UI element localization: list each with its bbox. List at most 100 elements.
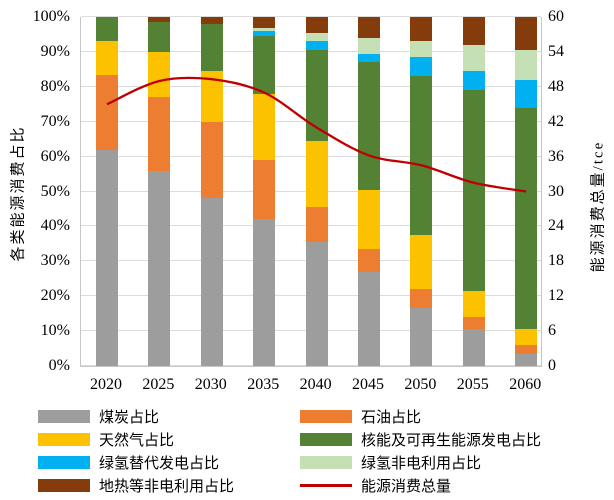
total-consumption-line	[106, 76, 527, 193]
bar-segment	[253, 30, 276, 37]
bar-segment	[200, 71, 223, 122]
bar-segment	[253, 17, 276, 28]
bar-segment	[515, 107, 538, 330]
bar-segment	[358, 249, 380, 272]
right-axis-tick: 48	[548, 77, 564, 95]
legend-item: 能源消费总量	[300, 475, 594, 496]
x-axis-tick: 2030	[194, 376, 227, 393]
x-axis-tick: 2050	[404, 376, 437, 393]
bar-segment	[96, 74, 118, 150]
bar-segment	[253, 93, 276, 161]
bar-2050	[410, 17, 433, 366]
bar-2060	[515, 17, 538, 366]
legend-swatch-rect	[38, 456, 90, 469]
bar-2035	[253, 17, 276, 366]
legend-swatch-rect	[300, 456, 352, 469]
bar-segment	[410, 57, 433, 77]
bar-segment	[305, 41, 328, 51]
bar-segment	[305, 17, 328, 33]
legend-item: 绿氢替代发电占比	[38, 452, 300, 473]
bar-segment	[515, 17, 538, 51]
bar-segment	[305, 207, 328, 243]
bar-segment	[253, 27, 276, 31]
x-axis-tick: 2055	[456, 376, 489, 393]
right-axis-tick: 6	[548, 322, 556, 340]
left-axis-tick: 70%	[40, 112, 70, 130]
bar-segment	[462, 90, 485, 291]
right-axis-tick: 0	[548, 357, 556, 374]
bar-segment	[515, 329, 538, 346]
left-axis-tick: 40%	[40, 217, 70, 235]
bar-segment	[358, 37, 380, 54]
bar-segment	[515, 50, 538, 80]
bar-segment	[96, 17, 118, 42]
bar-segment	[462, 329, 485, 366]
bar-segment	[148, 22, 171, 52]
legend-label: 石油占比	[361, 410, 422, 426]
bar-segment	[200, 17, 223, 25]
legend-swatch-line	[300, 484, 352, 487]
left-axis-tick: 80%	[40, 77, 70, 95]
legend-label: 地热等非电利用占比	[99, 479, 235, 495]
bar-segment	[410, 289, 433, 309]
chart-legend: 煤炭占比 石油占比天然气占比 核能及可再生能源发电占比 绿氢替代发电占比 绿氢非电利用占…	[38, 405, 594, 497]
legend-swatch-rect	[300, 410, 352, 423]
legend-item: 核能及可再生能源发电占比	[300, 429, 594, 450]
left-axis-tick: 0%	[48, 357, 70, 374]
bar-segment	[200, 121, 223, 199]
legend-label: 能源消费总量	[361, 479, 452, 495]
legend-item: 天然气占比	[38, 429, 300, 450]
bar-segment	[358, 271, 380, 366]
right-axis-tick: 30	[548, 182, 564, 200]
x-axis-tick: 2045	[352, 376, 384, 393]
legend-label: 煤炭占比	[99, 410, 160, 426]
bar-2055	[462, 17, 485, 366]
legend-swatch-rect	[300, 433, 352, 446]
right-axis-tick: 24	[548, 217, 564, 235]
bar-segment	[148, 17, 171, 23]
left-axis-tick: 90%	[40, 42, 70, 60]
legend-swatch-rect	[38, 410, 90, 423]
bar-segment	[200, 198, 223, 366]
left-axis-tick: 20%	[40, 287, 70, 305]
x-axis-tick: 2060	[509, 376, 542, 393]
bar-segment	[148, 97, 171, 171]
left-axis-tick: 100%	[32, 8, 70, 25]
bar-segment	[305, 32, 328, 42]
legend-item: 煤炭占比	[38, 406, 300, 427]
line-path	[106, 76, 527, 193]
bar-segment	[515, 79, 538, 108]
bar-segment	[410, 76, 433, 236]
x-axis-tick: 2035	[247, 376, 280, 393]
legend-label: 天然气占比	[99, 433, 175, 449]
bar-segment	[358, 189, 380, 250]
bar-2030	[200, 17, 223, 366]
right-axis-tick: 36	[548, 147, 564, 165]
bar-segment	[410, 17, 433, 42]
bar-segment	[462, 17, 485, 45]
x-axis-tick: 2020	[90, 376, 122, 393]
left-axis-tick: 50%	[40, 182, 70, 200]
x-axis-tick: 2025	[142, 376, 175, 393]
legend-label: 绿氢非电利用占比	[361, 456, 482, 472]
legend-item: 绿氢非电利用占比	[300, 452, 594, 473]
legend-item: 地热等非电利用占比	[38, 475, 300, 496]
right-axis-title: 能源消费总量/tce	[590, 140, 607, 273]
legend-item: 石油占比	[300, 406, 594, 427]
legend-swatch-rect	[38, 479, 90, 492]
bar-segment	[358, 53, 380, 63]
bar-segment	[148, 51, 171, 98]
left-axis-tick: 60%	[40, 147, 70, 165]
bar-segment	[96, 149, 118, 366]
bar-segment	[462, 44, 485, 72]
bar-segment	[305, 140, 328, 208]
bar-segment	[358, 17, 380, 38]
left-axis-tick: 10%	[40, 322, 70, 340]
left-axis-tick: 30%	[40, 252, 70, 270]
plot-area	[80, 16, 542, 367]
bar-segment	[305, 242, 328, 366]
bar-segment	[200, 24, 223, 72]
bar-segment	[410, 41, 433, 58]
bar-segment	[462, 71, 485, 91]
